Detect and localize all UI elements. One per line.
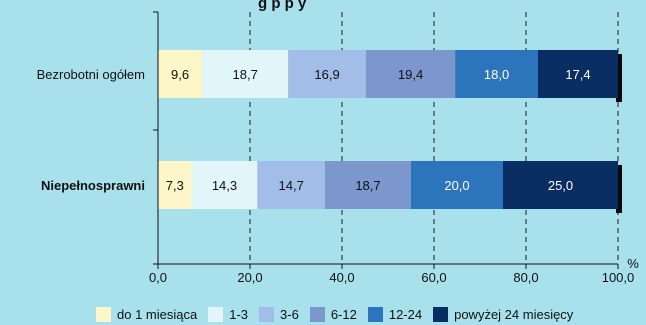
bar-segment <box>202 50 289 98</box>
legend-item: 6-12 <box>309 306 357 322</box>
legend-swatch <box>367 306 383 322</box>
legend-label: 3-6 <box>280 306 299 322</box>
bar-shadow <box>616 165 622 213</box>
legend-item: 1-3 <box>208 306 249 322</box>
category-label: Niepełnosprawni <box>41 178 145 193</box>
x-tick-label: 0,0 <box>149 270 167 285</box>
bar-segment <box>537 50 618 98</box>
bar-value-label: 14,7 <box>279 178 304 193</box>
bar-value-label: 9,6 <box>171 67 189 82</box>
bar-segment <box>158 50 203 98</box>
bar-value-label: 16,9 <box>314 67 339 82</box>
x-tick-label: 100,0 <box>602 270 635 285</box>
bar-value-label: 20,0 <box>444 178 469 193</box>
bar-value-label: 17,4 <box>565 67 590 82</box>
bar-segment <box>191 161 258 209</box>
bar-value-label: 19,4 <box>398 67 423 82</box>
bar-segment <box>455 50 538 98</box>
bar-segment <box>365 50 456 98</box>
x-unit-label: % <box>627 256 639 271</box>
category-label: Bezrobotni ogółem <box>37 67 145 82</box>
bar-value-label: 25,0 <box>548 178 573 193</box>
bar-value-label: 7,3 <box>166 178 184 193</box>
chart-title: g p p y <box>258 0 307 12</box>
legend-swatch <box>259 306 275 322</box>
x-tick-label: 40,0 <box>329 270 354 285</box>
legend-label: 1-3 <box>229 306 249 322</box>
bar-shadow <box>616 54 622 102</box>
bar-value-label: 18,7 <box>355 178 380 193</box>
legend-label: do 1 miesiąca <box>117 306 198 322</box>
bar-segment <box>288 50 366 98</box>
legend-item: 12-24 <box>367 306 423 322</box>
legend-swatch <box>96 306 111 322</box>
bar-segment <box>503 161 618 209</box>
bar-segment <box>411 161 503 209</box>
legend-label: 6-12 <box>330 306 357 322</box>
legend-label: 12-24 <box>388 306 423 322</box>
x-tick-label: 60,0 <box>421 270 446 285</box>
bar-segment <box>324 161 411 209</box>
x-tick-label: 80,0 <box>513 270 538 285</box>
bar-segment <box>158 161 192 209</box>
bar-value-label: 18,0 <box>484 67 509 82</box>
legend-item: powyżej 24 miesięcy <box>433 306 574 322</box>
bar-segment <box>257 161 325 209</box>
chart-legend: do 1 miesiąca 1-3 3-6 6-12 12-24 powyżej 24 m… <box>96 305 642 323</box>
legend-swatch <box>208 306 224 322</box>
legend-swatch <box>309 306 325 322</box>
bar-value-label: 18,7 <box>233 67 258 82</box>
x-tick-label: 20,0 <box>237 270 262 285</box>
bar-value-label: 14,3 <box>212 178 237 193</box>
legend-swatch <box>433 306 449 322</box>
legend-item: do 1 miesiąca <box>96 306 198 322</box>
legend-label: powyżej 24 miesięcy <box>454 306 574 322</box>
legend-item: 3-6 <box>259 306 299 322</box>
